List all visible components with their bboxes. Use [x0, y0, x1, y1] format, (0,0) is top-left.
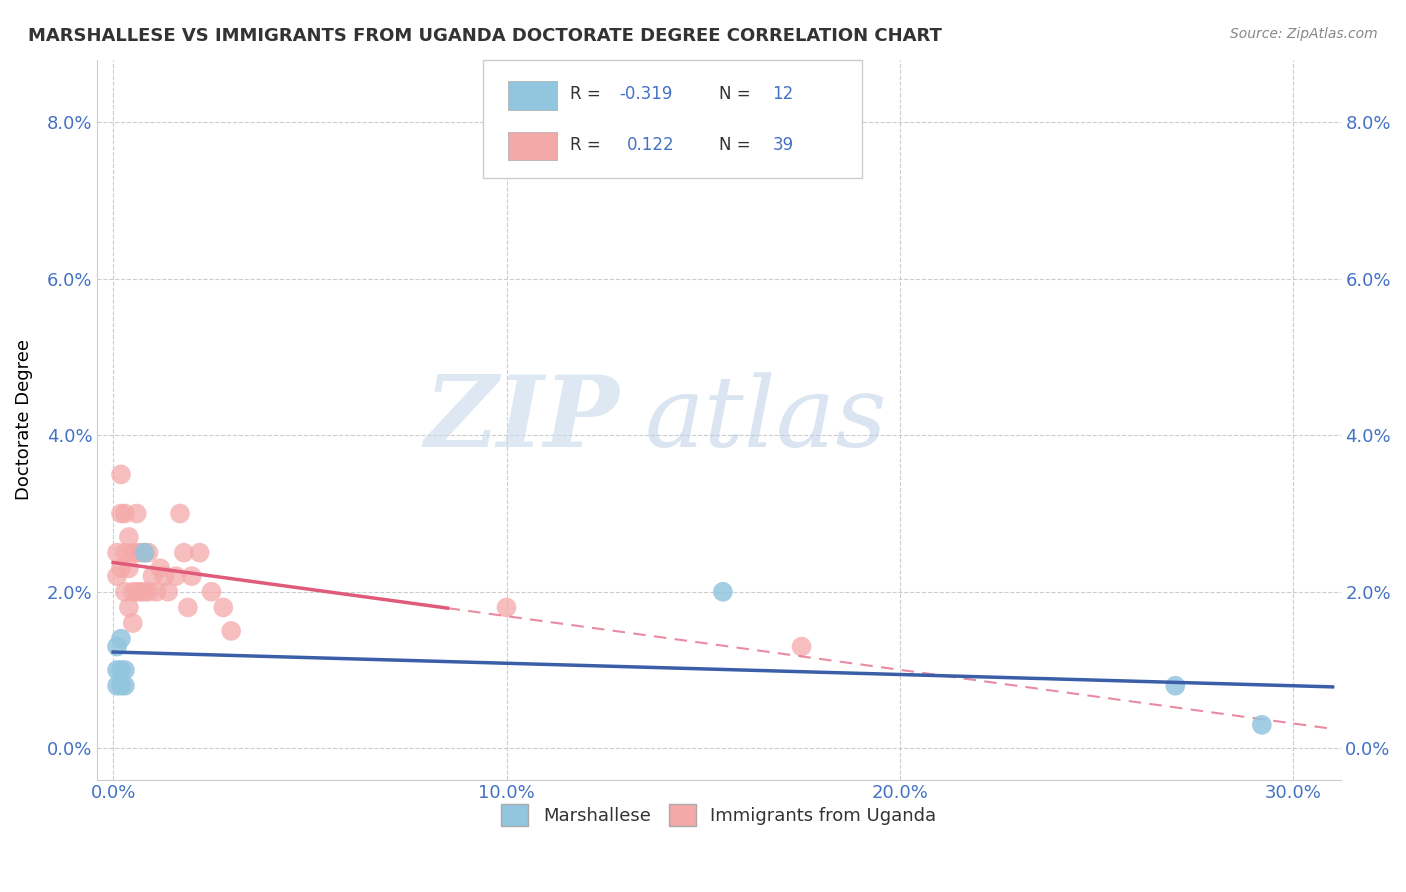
Point [790, 640, 813, 654]
Text: -0.319: -0.319 [620, 85, 673, 103]
Bar [508, 132, 557, 161]
Point [145, 584, 167, 599]
Point [125, 546, 148, 560]
Point [105, 663, 128, 677]
Bar [508, 81, 557, 110]
Point [118, 530, 141, 544]
Point [110, 561, 132, 575]
Point [188, 546, 211, 560]
Point [121, 584, 143, 599]
Point [180, 569, 202, 583]
Legend: Marshallese, Immigrants from Uganda: Marshallese, Immigrants from Uganda [492, 796, 945, 836]
Point [219, 624, 242, 638]
Point [110, 632, 132, 646]
Point [134, 546, 156, 560]
Point [200, 584, 222, 599]
Point [125, 584, 148, 599]
Point [138, 546, 160, 560]
Point [134, 584, 156, 599]
Point [118, 561, 141, 575]
Point [105, 679, 128, 693]
Point [110, 507, 132, 521]
Text: R =: R = [569, 136, 600, 153]
Text: atlas: atlas [644, 372, 887, 467]
Point [134, 546, 156, 560]
Point [153, 569, 176, 583]
Point [149, 561, 172, 575]
Text: N =: N = [718, 136, 751, 153]
Point [711, 584, 734, 599]
Text: 0.122: 0.122 [627, 136, 675, 153]
Point [169, 507, 191, 521]
Point [1250, 718, 1272, 732]
Point [212, 600, 235, 615]
Point [177, 600, 200, 615]
FancyBboxPatch shape [482, 60, 862, 178]
Point [141, 569, 163, 583]
Point [114, 663, 136, 677]
Point [114, 679, 136, 693]
Point [110, 679, 132, 693]
Point [165, 569, 187, 583]
Point [114, 546, 136, 560]
Text: ZIP: ZIP [425, 371, 620, 468]
Point [495, 600, 517, 615]
Point [114, 507, 136, 521]
Text: Source: ZipAtlas.com: Source: ZipAtlas.com [1230, 27, 1378, 41]
Point [129, 584, 152, 599]
Point [121, 546, 143, 560]
Point [173, 546, 195, 560]
Y-axis label: Doctorate Degree: Doctorate Degree [15, 339, 32, 500]
Text: 39: 39 [772, 136, 793, 153]
Text: 12: 12 [772, 85, 793, 103]
Point [114, 584, 136, 599]
Point [121, 616, 143, 631]
Point [105, 546, 128, 560]
Point [1164, 679, 1187, 693]
Text: MARSHALLESE VS IMMIGRANTS FROM UGANDA DOCTORATE DEGREE CORRELATION CHART: MARSHALLESE VS IMMIGRANTS FROM UGANDA DO… [28, 27, 942, 45]
Point [138, 584, 160, 599]
Point [129, 546, 152, 560]
Point [118, 600, 141, 615]
Point [125, 507, 148, 521]
Text: N =: N = [718, 85, 751, 103]
Point [157, 584, 180, 599]
Point [105, 569, 128, 583]
Point [105, 640, 128, 654]
Text: R =: R = [569, 85, 600, 103]
Point [110, 663, 132, 677]
Point [110, 467, 132, 482]
